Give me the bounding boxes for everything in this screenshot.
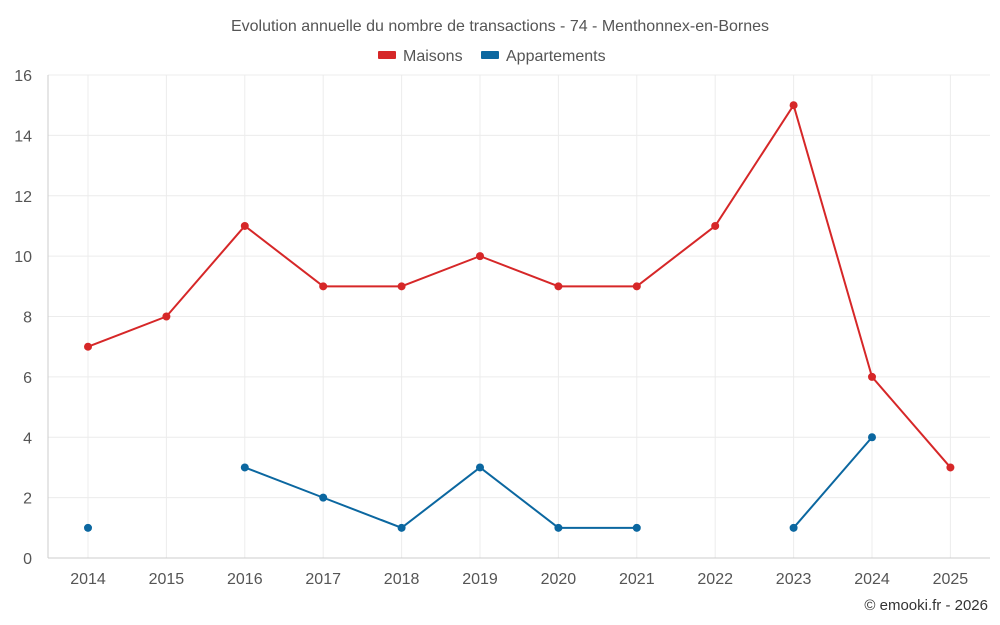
series-appartements	[84, 433, 876, 532]
credit-text: © emooki.fr - 2026	[864, 597, 988, 614]
y-tick-label: 0	[23, 551, 32, 568]
x-tick-label: 2017	[305, 571, 341, 588]
data-point-appartements	[789, 523, 798, 532]
x-tick-label: 2016	[227, 571, 263, 588]
chart-title: Evolution annuelle du nombre de transact…	[231, 18, 769, 35]
x-tick-label: 2022	[697, 571, 733, 588]
data-point-maisons	[397, 282, 406, 291]
data-point-maisons	[946, 463, 955, 472]
data-point-appartements	[84, 523, 92, 532]
series-layer	[84, 101, 955, 532]
y-tick-label: 12	[14, 189, 32, 206]
y-tick-label: 16	[14, 68, 32, 85]
x-tick-label: 2018	[384, 571, 420, 588]
series-line-appartements	[243, 466, 638, 529]
data-point-appartements	[868, 433, 876, 442]
data-point-appartements	[632, 523, 641, 532]
data-point-maisons	[711, 221, 720, 230]
x-tick-label: 2021	[619, 571, 655, 588]
data-point-maisons	[868, 372, 876, 381]
x-tick-label: 2019	[462, 571, 498, 588]
series-line-maisons	[87, 104, 952, 469]
x-tick-label: 2025	[933, 571, 969, 588]
y-tick-label: 10	[14, 249, 32, 266]
legend-label-appartements: Appartements	[506, 48, 606, 65]
data-point-appartements	[476, 463, 484, 472]
legend: Maisons Appartements	[378, 48, 606, 65]
x-tick-label: 2014	[70, 571, 106, 588]
x-tick-label: 2023	[776, 571, 812, 588]
y-tick-label: 2	[23, 491, 32, 508]
grid	[48, 74, 990, 559]
data-point-maisons	[162, 312, 171, 321]
data-point-maisons	[84, 342, 92, 351]
series-maisons	[84, 101, 955, 472]
data-point-appartements	[554, 523, 563, 532]
y-tick-label: 8	[23, 310, 32, 327]
legend-swatch-maisons	[378, 51, 396, 59]
data-point-maisons	[632, 282, 641, 291]
x-axis-tick-labels: 2014 2015 2016 2017 2018 2019 2020 2021 2022 2023…	[70, 571, 968, 588]
legend-label-maisons: Maisons	[403, 48, 463, 65]
data-point-appartements	[397, 523, 406, 532]
data-point-appartements	[240, 463, 249, 472]
data-point-appartements	[319, 493, 328, 502]
x-tick-label: 2015	[149, 571, 185, 588]
x-tick-label: 2024	[854, 571, 890, 588]
y-tick-label: 6	[23, 370, 32, 387]
y-tick-label: 14	[14, 128, 32, 145]
data-point-maisons	[319, 282, 328, 291]
data-point-maisons	[789, 101, 798, 110]
legend-swatch-appartements	[481, 51, 499, 59]
data-point-maisons	[476, 252, 484, 261]
x-tick-label: 2020	[541, 571, 577, 588]
axes	[47, 75, 990, 559]
data-point-maisons	[240, 221, 249, 230]
data-point-maisons	[554, 282, 563, 291]
y-tick-label: 4	[23, 430, 32, 447]
y-axis-tick-labels: 0 2 4 6 8 10 12 14 16	[14, 68, 32, 568]
series-line-appartements	[792, 436, 873, 529]
